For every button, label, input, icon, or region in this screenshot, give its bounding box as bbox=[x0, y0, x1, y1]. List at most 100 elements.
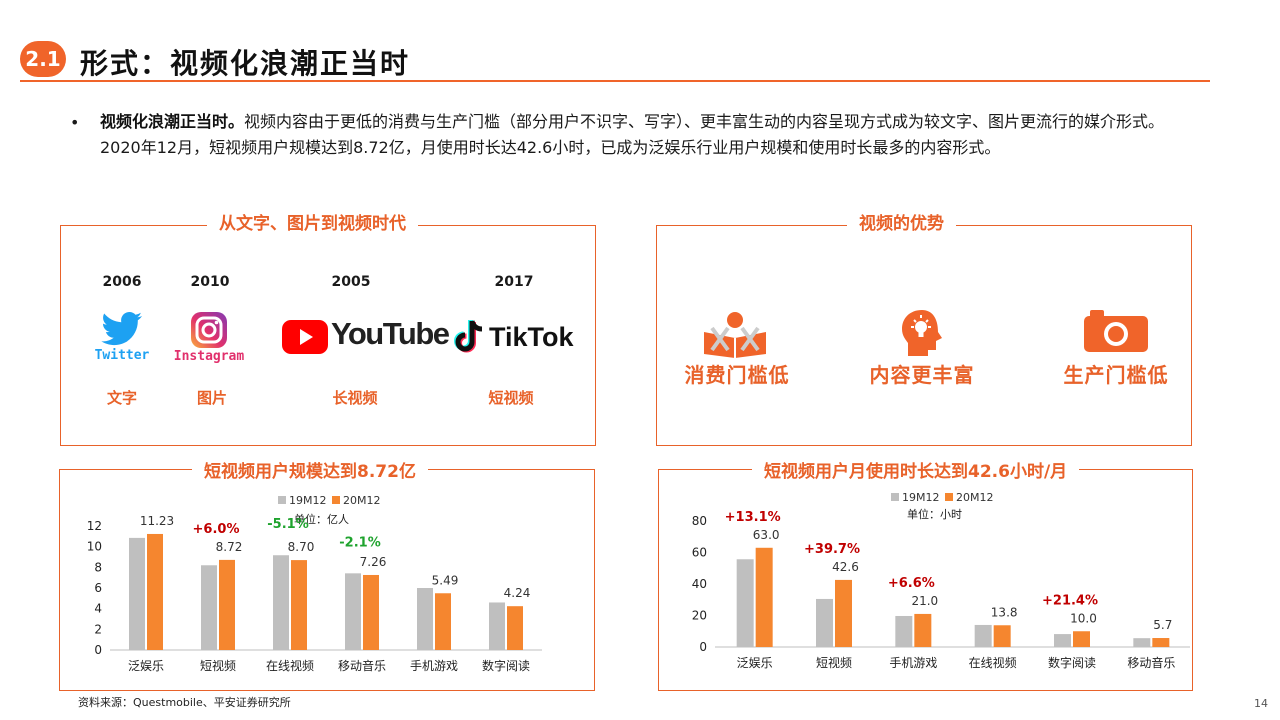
data-label: 13.8 bbox=[991, 605, 1018, 619]
bar-19M12 bbox=[816, 598, 833, 647]
advantage-label-richer-content: 内容更丰富 bbox=[869, 363, 975, 387]
era-label-long-video: 长视频 bbox=[332, 389, 378, 407]
data-label: 5.49 bbox=[432, 573, 459, 587]
advantage-panel-title: 视频的优势 bbox=[847, 209, 956, 234]
y-tick-label: 0 bbox=[94, 643, 102, 657]
bar-19M12 bbox=[417, 588, 433, 650]
bullet-lead: 视频化浪潮正当时。 bbox=[100, 112, 245, 131]
x-tick-label: 移动音乐 bbox=[1127, 655, 1175, 670]
bar-19M12 bbox=[1133, 638, 1151, 647]
legend-swatch bbox=[891, 493, 899, 501]
tiktok-note-icon bbox=[454, 320, 483, 353]
bullet-body: 视频内容由于更低的消费与生产门槛（部分用户不识字、写字）、更丰富生动的内容呈现方… bbox=[100, 112, 1165, 157]
page-number: 14 bbox=[1254, 697, 1268, 710]
y-tick-label: 40 bbox=[692, 577, 707, 591]
era-panel-title: 从文字、图片到视频时代 bbox=[207, 209, 418, 234]
legend-label: 20M12 bbox=[343, 494, 381, 507]
growth-label: -2.1% bbox=[339, 535, 380, 550]
growth-label: +13.1% bbox=[725, 510, 781, 525]
bar-19M12 bbox=[345, 573, 361, 650]
bar-20M12 bbox=[291, 560, 307, 650]
year-youtube: 2005 bbox=[331, 274, 371, 290]
year-tiktok: 2017 bbox=[494, 274, 534, 290]
chart2-svg: 0 20 40 60 80 19M12 20M12 单位：小时 63.0 泛娱乐 42.6 短视频 21… bbox=[692, 491, 1190, 670]
instagram-wordmark: Instagram bbox=[173, 349, 245, 364]
section-number-badge: 2.1 bbox=[20, 41, 66, 77]
legend-swatch bbox=[945, 493, 953, 501]
era-label-short-video: 短视频 bbox=[488, 389, 534, 407]
chart1-svg: 0 2 4 6 8 10 12 19M12 20M12 单位：亿人 11.23 泛娱乐 8.72 短视频 8… bbox=[87, 494, 542, 673]
bar-20M12 bbox=[219, 559, 235, 650]
legend-swatch bbox=[332, 496, 340, 504]
x-tick-label: 数字阅读 bbox=[482, 658, 530, 673]
y-tick-label: 8 bbox=[94, 560, 102, 574]
y-tick-label: 0 bbox=[699, 640, 707, 654]
bar-20M12 bbox=[755, 547, 773, 647]
growth-label: +21.4% bbox=[1042, 593, 1098, 608]
tiktok-wordmark: TikTok bbox=[489, 322, 574, 352]
legend-swatch bbox=[278, 496, 286, 504]
bullet-paragraph: 视频化浪潮正当时。视频内容由于更低的消费与生产门槛（部分用户不识字、写字）、更丰… bbox=[100, 109, 1200, 161]
x-tick-label: 移动音乐 bbox=[338, 658, 386, 673]
source-note: 资料来源：Questmobile、平安证券研究所 bbox=[78, 696, 291, 709]
era-label-text: 文字 bbox=[106, 389, 137, 407]
y-tick-label: 4 bbox=[94, 602, 102, 616]
bar-20M12 bbox=[507, 606, 523, 650]
reader-icon bbox=[704, 312, 766, 358]
y-tick-label: 2 bbox=[94, 622, 102, 636]
twitter-wordmark: Twitter bbox=[94, 348, 150, 363]
y-tick-label: 60 bbox=[692, 546, 707, 560]
growth-label: -5.1% bbox=[267, 517, 308, 532]
unit-note: 单位：小时 bbox=[907, 507, 962, 521]
growth-label: +6.6% bbox=[888, 576, 935, 591]
title-divider bbox=[20, 80, 1210, 82]
data-label: 4.24 bbox=[504, 586, 531, 600]
era-label-image: 图片 bbox=[196, 389, 227, 407]
data-label: 63.0 bbox=[753, 528, 780, 542]
x-tick-label: 泛娱乐 bbox=[737, 656, 773, 670]
x-tick-label: 短视频 bbox=[200, 658, 236, 673]
y-tick-label: 12 bbox=[87, 519, 102, 533]
bar-20M12 bbox=[1152, 638, 1170, 647]
bar-19M12 bbox=[273, 555, 289, 650]
y-tick-label: 6 bbox=[94, 581, 102, 595]
y-tick-label: 10 bbox=[87, 540, 102, 554]
chart1-title: 短视频用户规模达到8.72亿 bbox=[192, 457, 428, 482]
page-title: 形式：视频化浪潮正当时 bbox=[80, 47, 411, 80]
year-twitter: 2006 bbox=[102, 274, 142, 290]
advantage-label-low-consumption: 消费门槛低 bbox=[684, 363, 790, 387]
head-lightbulb-icon bbox=[902, 310, 942, 356]
x-tick-label: 在线视频 bbox=[969, 655, 1017, 670]
chart2-title: 短视频用户月使用时长达到42.6小时/月 bbox=[752, 457, 1080, 482]
x-tick-label: 在线视频 bbox=[266, 658, 314, 673]
bullet-marker: • bbox=[70, 113, 80, 132]
data-label: 42.6 bbox=[832, 560, 859, 574]
camera-icon bbox=[1084, 310, 1148, 352]
bar-20M12 bbox=[147, 533, 163, 650]
growth-label: +6.0% bbox=[193, 522, 240, 537]
bar-19M12 bbox=[489, 602, 505, 650]
x-tick-label: 手机游戏 bbox=[889, 656, 937, 670]
growth-label: +39.7% bbox=[804, 542, 860, 557]
year-instagram: 2010 bbox=[190, 274, 230, 290]
bar-20M12 bbox=[435, 593, 451, 650]
data-label: 11.23 bbox=[140, 514, 174, 528]
bar-20M12 bbox=[914, 613, 932, 647]
legend-label: 19M12 bbox=[902, 491, 940, 504]
bar-20M12 bbox=[835, 579, 852, 647]
legend-label: 19M12 bbox=[289, 494, 327, 507]
bar-19M12 bbox=[736, 559, 754, 647]
bar-20M12 bbox=[993, 625, 1011, 647]
data-label: 10.0 bbox=[1070, 611, 1097, 625]
bar-19M12 bbox=[129, 537, 145, 650]
youtube-play-icon bbox=[282, 320, 328, 354]
legend-label: 20M12 bbox=[956, 491, 994, 504]
advantage-label-low-production: 生产门槛低 bbox=[1063, 363, 1169, 387]
instagram-camera-icon bbox=[191, 312, 227, 348]
bar-19M12 bbox=[895, 615, 913, 647]
data-label: 8.72 bbox=[216, 540, 243, 554]
y-tick-label: 20 bbox=[692, 609, 707, 623]
bar-19M12 bbox=[201, 565, 217, 650]
x-tick-label: 数字阅读 bbox=[1048, 655, 1096, 670]
data-label: 8.70 bbox=[288, 540, 315, 554]
